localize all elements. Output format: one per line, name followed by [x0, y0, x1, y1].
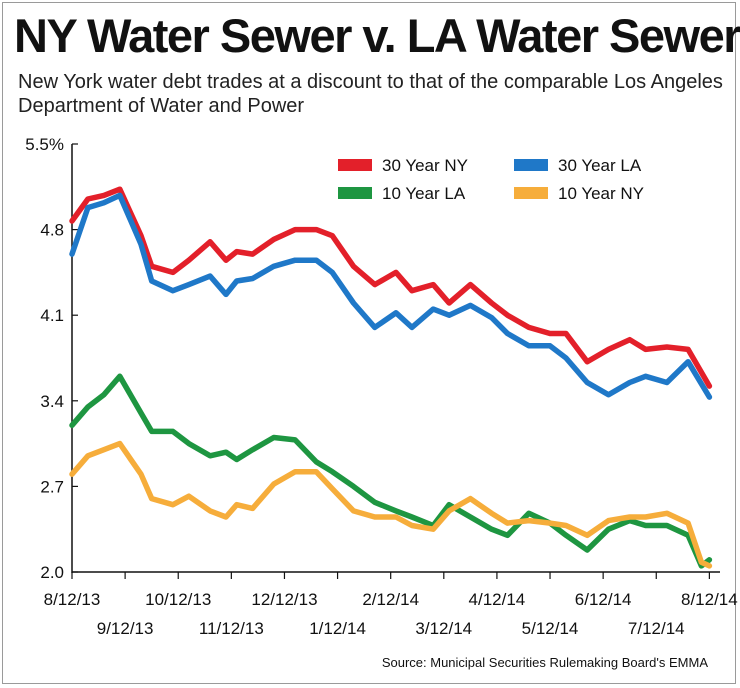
- y-tick-label: 4.1: [40, 306, 64, 325]
- x-tick-label: 12/12/13: [251, 590, 317, 609]
- y-tick-label: 3.4: [40, 392, 64, 411]
- x-tick-label: 4/12/14: [469, 590, 526, 609]
- x-tick-label: 7/12/14: [628, 619, 685, 638]
- y-tick-label: 5.5%: [25, 135, 64, 154]
- series-line: [69, 373, 713, 569]
- series-line: [69, 440, 713, 569]
- x-tick-label: 10/12/13: [145, 590, 211, 609]
- legend-swatch: [338, 159, 372, 171]
- series-line: [69, 186, 713, 389]
- y-tick-label: 4.8: [40, 221, 64, 240]
- x-tick-label: 8/12/13: [44, 590, 101, 609]
- legend-label: 30 Year NY: [382, 156, 468, 175]
- x-tick-label: 1/12/14: [309, 619, 366, 638]
- x-tick-label: 6/12/14: [575, 590, 632, 609]
- legend-swatch: [514, 187, 548, 199]
- x-tick-label: 2/12/14: [362, 590, 419, 609]
- x-tick-label: 9/12/13: [97, 619, 154, 638]
- legend-label: 10 Year LA: [382, 184, 466, 203]
- legend-swatch: [514, 159, 548, 171]
- x-tick-label: 11/12/13: [199, 619, 264, 638]
- x-tick-label: 5/12/14: [522, 619, 579, 638]
- legend-label: 10 Year NY: [558, 184, 644, 203]
- y-tick-label: 2.0: [40, 563, 64, 582]
- legend-swatch: [338, 187, 372, 199]
- series-line: [69, 192, 713, 400]
- x-tick-label: 8/12/14: [681, 590, 738, 609]
- chart-subtitle: New York water debt trades at a discount…: [18, 71, 723, 117]
- chart-title: NY Water Sewer v. LA Water Sewer: [14, 9, 740, 62]
- source-note: Source: Municipal Securities Rulemaking …: [381, 655, 708, 670]
- y-tick-label: 2.7: [40, 477, 64, 496]
- legend-label: 30 Year LA: [558, 156, 642, 175]
- x-tick-label: 3/12/14: [415, 619, 472, 638]
